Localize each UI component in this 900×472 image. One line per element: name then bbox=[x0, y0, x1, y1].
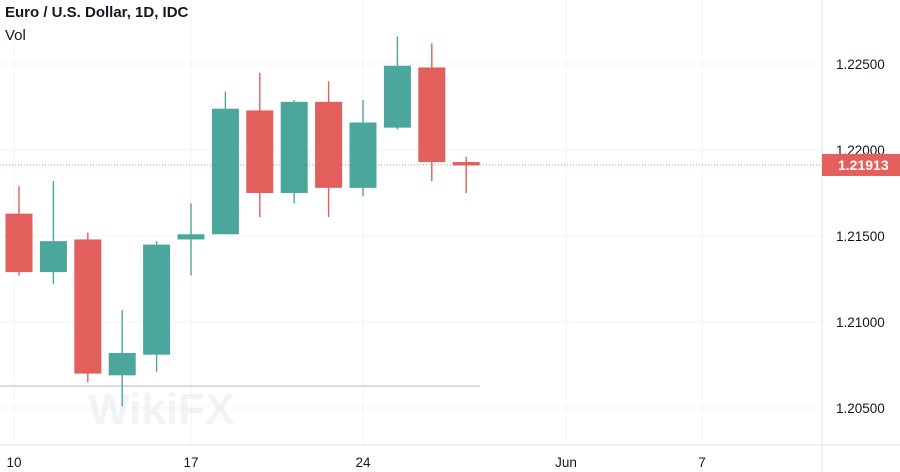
candle-7[interactable] bbox=[211, 91, 239, 235]
candle-body bbox=[246, 110, 274, 193]
last-price-tag: 1.21913 bbox=[822, 153, 900, 176]
candle-body bbox=[280, 101, 308, 193]
candle-body bbox=[383, 65, 411, 128]
candle-body bbox=[108, 352, 136, 376]
candle-8[interactable] bbox=[246, 72, 274, 218]
time-tick-label: 24 bbox=[355, 455, 371, 470]
candle-body bbox=[349, 122, 377, 188]
candle-body bbox=[5, 213, 33, 273]
candle-5[interactable] bbox=[143, 241, 171, 372]
candle-body bbox=[452, 162, 480, 166]
candle-body bbox=[39, 241, 67, 273]
candlestick-series bbox=[5, 36, 480, 407]
candle-6[interactable] bbox=[177, 203, 205, 276]
candle-body bbox=[211, 108, 239, 235]
candle-12[interactable] bbox=[383, 36, 411, 130]
last-price-label: 1.21913 bbox=[838, 157, 889, 173]
price-tick-label: 1.21000 bbox=[836, 315, 885, 330]
watermark-text: WikiFX bbox=[88, 385, 234, 434]
candle-10[interactable] bbox=[315, 81, 343, 218]
time-axis: 10 17 24 Jun 7 bbox=[6, 455, 705, 470]
time-tick-label: 7 bbox=[698, 455, 706, 470]
last-price-tag-bg bbox=[822, 153, 900, 176]
chart-title: Euro / U.S. Dollar, 1D, IDC bbox=[5, 4, 189, 21]
candle-2[interactable] bbox=[39, 180, 67, 285]
volume-label: Vol bbox=[5, 27, 26, 44]
candle-body bbox=[177, 234, 205, 240]
candle-11[interactable] bbox=[349, 100, 377, 197]
candle-body bbox=[74, 239, 102, 374]
candle-1[interactable] bbox=[5, 186, 33, 276]
price-tick-label: 1.22500 bbox=[836, 57, 885, 72]
candle-13[interactable] bbox=[418, 43, 446, 181]
candle-body bbox=[143, 244, 171, 355]
candle-9[interactable] bbox=[280, 100, 308, 204]
candle-14[interactable] bbox=[452, 156, 480, 193]
candle-body bbox=[315, 101, 343, 188]
price-tick-label: 1.20500 bbox=[836, 401, 885, 416]
time-tick-label: 10 bbox=[6, 455, 21, 470]
time-tick-label: 17 bbox=[183, 455, 198, 470]
price-tick-label: 1.21500 bbox=[836, 229, 885, 244]
candle-3[interactable] bbox=[74, 232, 102, 383]
time-tick-label: Jun bbox=[555, 455, 577, 470]
candle-body bbox=[418, 67, 446, 163]
candle-4[interactable] bbox=[108, 309, 136, 407]
